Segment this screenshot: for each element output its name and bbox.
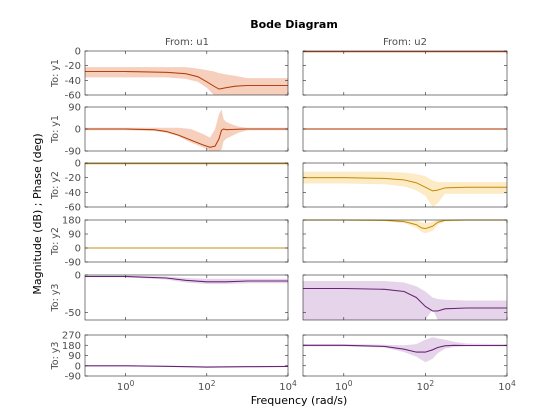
- column-label-u1: From: u1: [165, 37, 209, 48]
- nominal-curve: [303, 345, 507, 353]
- x-tick-label: 104: [498, 379, 516, 393]
- panel-r3-c1: [302, 219, 508, 263]
- panel-frame: [302, 50, 508, 96]
- y-axis-label: Magnitude (dB) ; Phase (deg): [31, 133, 44, 294]
- y-tick-label: -90: [65, 258, 81, 269]
- chart-title: Bode Diagram: [250, 18, 338, 31]
- y-tick-label: -20: [65, 173, 81, 184]
- response-curve: [303, 287, 507, 312]
- row-label-5: To: y3: [50, 342, 61, 371]
- column-label-u2: From: u2: [383, 37, 427, 48]
- y-tick-label: -20: [65, 61, 81, 72]
- uncertainty-band: [85, 67, 288, 95]
- x-tick-label: 102: [417, 379, 435, 393]
- nominal-curve: [85, 128, 288, 148]
- y-tick-label: 0: [75, 271, 81, 282]
- nominal-curve: [303, 177, 507, 192]
- panel-background: [303, 51, 507, 95]
- panel-frame: [84, 50, 289, 96]
- y-tick-label: 0: [75, 47, 81, 58]
- y-tick-label: 90: [68, 103, 81, 114]
- y-tick-label: 90: [68, 351, 81, 362]
- y-tick-label: 0: [75, 159, 81, 170]
- panel-r4-c0: 0 -50: [65, 271, 289, 321]
- panel-frame: [302, 162, 508, 208]
- panel-background: [85, 163, 288, 207]
- panel-r1-c0: 90 0 -90: [65, 103, 289, 158]
- response-curve: [85, 365, 289, 368]
- panel-frame: [84, 219, 289, 263]
- uncertainty-band: [303, 281, 507, 320]
- uncertainty-band: [85, 109, 288, 151]
- response-curve: [303, 344, 507, 353]
- row-label-2: To: y2: [50, 171, 61, 200]
- y-tick-label: 0: [75, 125, 81, 136]
- response-curve: [85, 128, 288, 148]
- response-curve: [303, 177, 507, 192]
- row-label-3: To: y2: [50, 227, 61, 256]
- y-tick-label: 90: [68, 230, 81, 241]
- response-curve: [85, 275, 288, 283]
- row-label-0: To: y1: [50, 59, 61, 88]
- y-tick-label: -40: [65, 188, 81, 199]
- x-tick-label: 102: [198, 379, 216, 393]
- panel-r1-c1: [302, 106, 508, 152]
- panel-background: [85, 335, 288, 376]
- panel-r4-c1: [302, 274, 508, 321]
- y-tick-label: -60: [65, 203, 81, 214]
- y-tick-label: 270: [62, 331, 81, 342]
- response-curve: [85, 70, 288, 90]
- panel-r0-c1: [302, 50, 508, 96]
- panel-r2-c1: [302, 162, 508, 208]
- y-tick-label: -90: [65, 147, 81, 158]
- panel-frame: [84, 162, 289, 208]
- y-tick-label: -40: [65, 76, 81, 87]
- y-tick-label: -50: [65, 308, 81, 319]
- panel-frame: [84, 274, 289, 321]
- panel-frame: [302, 274, 508, 321]
- row-label-4: To: y3: [50, 284, 61, 313]
- x-tick-label: 100: [335, 379, 353, 393]
- panel-r5-c1: 100 102 104: [302, 334, 516, 393]
- row-label-1: To: y1: [50, 115, 61, 144]
- y-tick-label: -90: [65, 372, 81, 383]
- panel-r3-c0: 180 90 0 -90: [62, 216, 289, 269]
- nominal-curve: [85, 276, 288, 282]
- y-tick-label: 180: [62, 341, 81, 352]
- panel-background: [303, 335, 507, 376]
- panel-r2-c0: 0 -20 -40 -60: [65, 159, 289, 214]
- nominal-curve: [85, 365, 289, 368]
- nominal-curve: [85, 71, 288, 90]
- x-tick-label: 104: [279, 379, 297, 393]
- panel-r0-c0: 0 -20 -40 -60: [65, 47, 289, 102]
- y-tick-label: 180: [62, 216, 81, 227]
- panel-background: [303, 220, 507, 262]
- y-tick-label: 0: [75, 361, 81, 372]
- y-tick-label: 0: [75, 244, 81, 255]
- uncertainty-band: [303, 220, 507, 234]
- x-axis-label: Frequency (rad/s): [251, 394, 348, 407]
- panel-background: [85, 220, 288, 262]
- nominal-curve: [303, 288, 507, 312]
- y-tick-label: -60: [65, 91, 81, 102]
- panel-frame: [302, 219, 508, 263]
- uncertainty-band: [303, 171, 507, 207]
- x-tick-label: 100: [117, 379, 135, 393]
